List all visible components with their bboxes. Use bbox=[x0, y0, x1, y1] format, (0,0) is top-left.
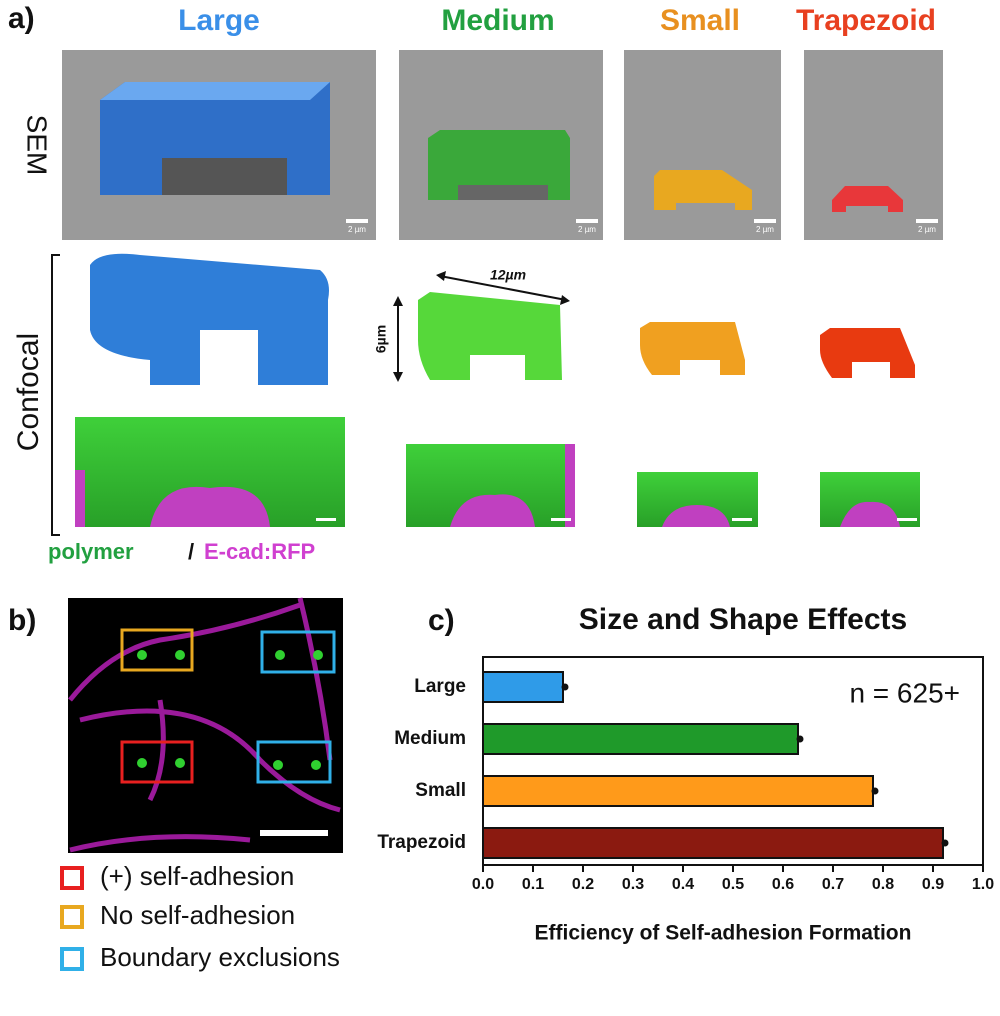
row-label: SEM bbox=[22, 115, 53, 176]
x-tick-label: 0.4 bbox=[672, 876, 694, 893]
x-tick-label: 0.3 bbox=[622, 876, 644, 893]
bar-end-point bbox=[942, 840, 949, 847]
panel-label: b) bbox=[8, 604, 36, 637]
y-tick-label: Trapezoid bbox=[377, 832, 466, 853]
legend-ecad: E-cad:RFP bbox=[204, 539, 315, 564]
scale-label: 2 µm bbox=[756, 225, 774, 234]
scale-label: 2 µm bbox=[348, 225, 366, 234]
column-title: Large bbox=[178, 4, 260, 37]
dimension-label: 12µm bbox=[490, 267, 526, 283]
x-tick-label: 0.1 bbox=[522, 876, 544, 893]
column-title: Trapezoid bbox=[796, 4, 936, 37]
confocal-sections bbox=[75, 417, 920, 527]
column-title: Small bbox=[660, 4, 740, 37]
microscopy-image bbox=[68, 598, 343, 853]
x-tick-label: 0.8 bbox=[872, 876, 894, 893]
panel-label: a) bbox=[8, 2, 35, 35]
legend-label: No self-adhesion bbox=[100, 900, 295, 930]
x-tick-label: 0.5 bbox=[722, 876, 744, 893]
scale-label: 2 µm bbox=[578, 225, 596, 234]
chart-title: Size and Shape Effects bbox=[579, 603, 907, 636]
panel-label: c) bbox=[428, 604, 455, 637]
x-tick-label: 0.2 bbox=[572, 876, 594, 893]
sem-images bbox=[62, 50, 943, 240]
dimension-label: 6µm bbox=[373, 325, 389, 353]
bar bbox=[483, 672, 563, 702]
legend-label: (+) self-adhesion bbox=[100, 861, 294, 891]
bar-end-point bbox=[562, 684, 569, 691]
legend-swatches bbox=[62, 868, 82, 969]
bar-end-point bbox=[797, 736, 804, 743]
bar-end-point bbox=[872, 788, 879, 795]
legend-polymer: polymer bbox=[48, 539, 134, 564]
legend-label: Boundary exclusions bbox=[100, 942, 340, 972]
bar bbox=[483, 724, 798, 754]
x-tick-label: 0.0 bbox=[472, 876, 494, 893]
x-tick-label: 1.0 bbox=[972, 876, 994, 893]
row-label: Confocal bbox=[12, 333, 45, 451]
x-tick-label: 0.7 bbox=[822, 876, 844, 893]
y-tick-label: Small bbox=[415, 780, 466, 801]
bracket bbox=[52, 255, 60, 535]
annotation: n = 625+ bbox=[849, 677, 960, 708]
column-title: Medium bbox=[441, 4, 554, 37]
bar bbox=[483, 776, 873, 806]
legend-separator: / bbox=[188, 539, 194, 564]
x-tick-label: 0.6 bbox=[772, 876, 794, 893]
bar bbox=[483, 828, 943, 858]
x-axis-label: Efficiency of Self-adhesion Formation bbox=[535, 922, 912, 945]
bar-chart: Size and Shape Effects n = 625+ Efficiency… bbox=[377, 603, 994, 945]
y-tick-label: Large bbox=[414, 676, 466, 697]
x-tick-label: 0.9 bbox=[922, 876, 944, 893]
y-tick-label: Medium bbox=[394, 728, 466, 749]
scale-label: 2 µm bbox=[918, 225, 936, 234]
